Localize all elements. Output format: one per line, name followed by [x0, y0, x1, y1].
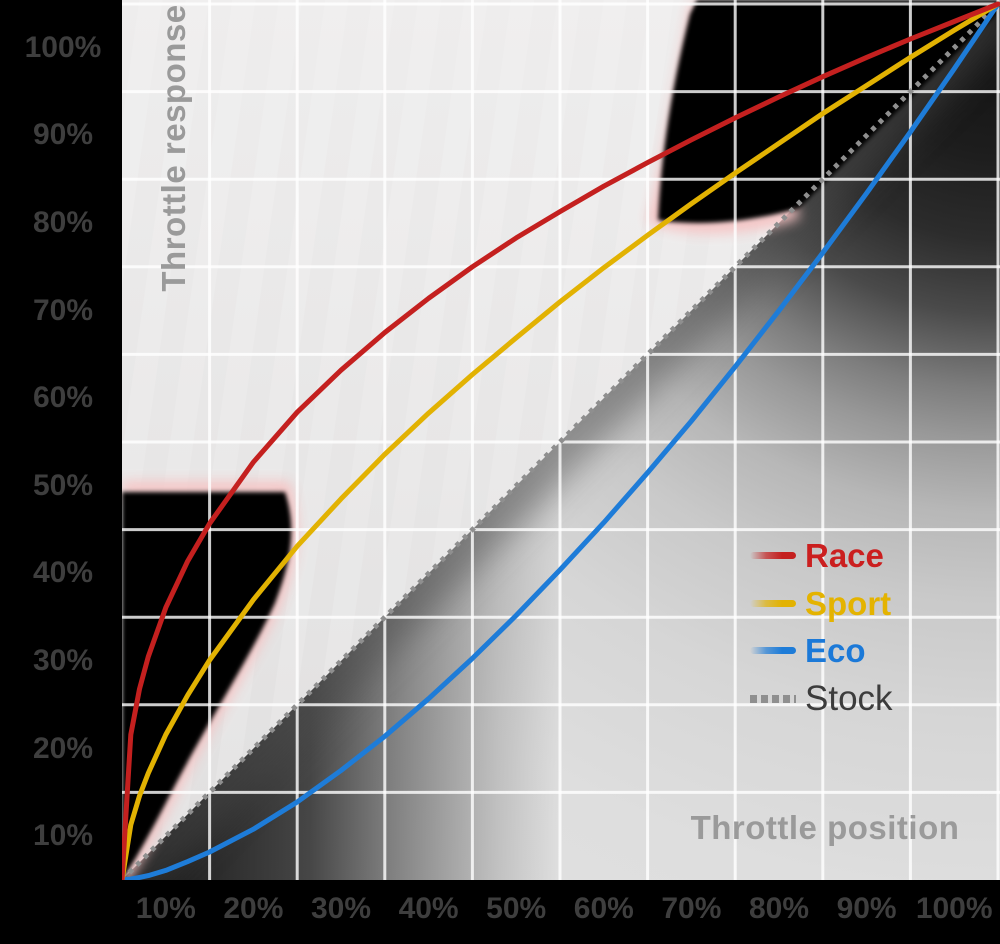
- legend-swatch-stock: [750, 694, 796, 703]
- legend-item-eco: Eco: [750, 627, 893, 675]
- legend-label-stock: Stock: [805, 679, 893, 719]
- sport-curve: [122, 1, 1000, 880]
- legend-swatch-eco: [750, 647, 796, 655]
- y-tick-label: 70%: [32, 293, 94, 327]
- legend-item-race: Race: [750, 532, 893, 580]
- x-tick-label: 90%: [836, 892, 897, 925]
- left-artifact: [122, 492, 292, 880]
- stock-curve: [122, 2, 1000, 880]
- y-tick-label: 80%: [32, 206, 94, 239]
- y-tick-label: 30%: [32, 644, 94, 677]
- legend-item-sport: Sport: [750, 580, 893, 628]
- y-tick-label: 20%: [32, 731, 94, 765]
- x-tick-label: 60%: [573, 892, 634, 925]
- legend-label-race: Race: [805, 537, 884, 575]
- legend-swatch-sport: [750, 599, 796, 607]
- y-tick-label: 40%: [32, 556, 94, 590]
- x-tick-label: 80%: [748, 892, 810, 925]
- y-axis-title: Throttle response: [155, 4, 192, 292]
- y-tick-label: 90%: [32, 118, 94, 152]
- x-tick-label: 50%: [486, 892, 547, 925]
- x-tick-label: 30%: [310, 892, 372, 925]
- x-tick-label: 20%: [223, 892, 284, 925]
- y-tick-label: 10%: [32, 819, 94, 853]
- y-tick-label: 100%: [24, 30, 102, 64]
- legend-label-sport: Sport: [805, 584, 892, 622]
- legend: Race Sport Eco Stock: [750, 532, 893, 722]
- legend-label-eco: Eco: [805, 632, 866, 670]
- legend-item-stock: Stock: [750, 675, 893, 723]
- y-tick-label: 60%: [32, 381, 94, 415]
- x-tick-label: 70%: [661, 892, 722, 925]
- legend-swatch-race: [750, 552, 796, 560]
- x-tick-label: 40%: [398, 892, 459, 925]
- y-tick-label: 50%: [32, 468, 94, 502]
- x-tick-label: 100%: [915, 892, 993, 925]
- eco-curve: [122, 1, 1000, 880]
- race-curve: [122, 1, 1000, 880]
- x-axis-title: Throttle position: [690, 809, 960, 846]
- x-tick-label: 10%: [135, 892, 196, 925]
